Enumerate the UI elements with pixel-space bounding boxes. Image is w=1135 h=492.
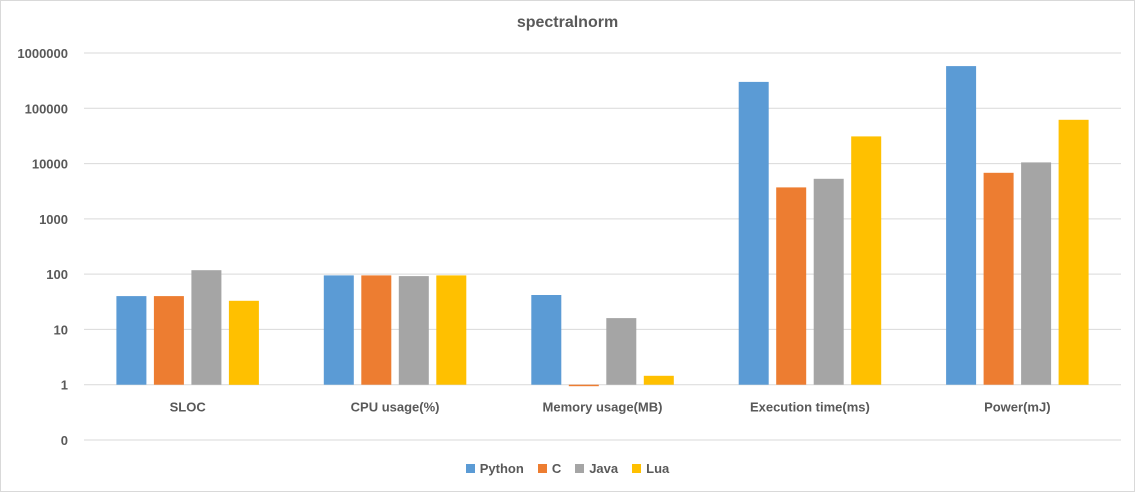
bar-java-1 bbox=[191, 270, 222, 385]
bar-python-3 bbox=[531, 295, 562, 385]
y-tick-label: 0 bbox=[61, 433, 68, 448]
y-tick-label: 1 bbox=[61, 378, 68, 393]
legend-swatch bbox=[632, 464, 642, 473]
bar-lua-1 bbox=[228, 300, 259, 385]
y-tick-label: 1000 bbox=[39, 212, 68, 227]
bar-java-5 bbox=[1021, 162, 1052, 385]
bar-lua-4 bbox=[851, 136, 882, 385]
category-label: Execution time(ms) bbox=[750, 400, 870, 415]
bar-c-3 bbox=[568, 384, 599, 387]
category-label: SLOC bbox=[170, 400, 207, 415]
legend-swatch bbox=[575, 464, 585, 473]
bar-java-4 bbox=[813, 178, 844, 385]
bar-python-4 bbox=[738, 81, 769, 385]
legend-item-python: Python bbox=[465, 461, 524, 476]
bar-lua-5 bbox=[1058, 119, 1089, 385]
bar-java-2 bbox=[398, 276, 429, 385]
bar-python-5 bbox=[946, 66, 977, 385]
bar-c-5 bbox=[983, 172, 1014, 385]
legend-label: Java bbox=[589, 461, 619, 476]
bar-c-1 bbox=[153, 296, 184, 385]
legend: Python C Java Lua bbox=[1, 461, 1134, 476]
y-tick-label: 100 bbox=[46, 267, 68, 282]
bar-python-1 bbox=[116, 296, 147, 385]
bar-lua-3 bbox=[643, 375, 674, 385]
legend-item-java: Java bbox=[575, 461, 618, 476]
bar-c-2 bbox=[361, 275, 392, 385]
legend-label: Python bbox=[479, 461, 524, 476]
bar-java-3 bbox=[606, 318, 637, 385]
y-tick-label: 10000 bbox=[32, 157, 68, 172]
category-label: CPU usage(%) bbox=[351, 400, 440, 415]
y-tick-label: 100000 bbox=[25, 101, 68, 116]
bar-c-4 bbox=[776, 187, 807, 385]
category-label: Memory usage(MB) bbox=[543, 400, 663, 415]
category-label: Power(mJ) bbox=[984, 400, 1050, 415]
legend-item-c: C bbox=[537, 461, 562, 476]
legend-label: Lua bbox=[646, 461, 670, 476]
chart-title: spectralnorm bbox=[516, 14, 619, 31]
legend-swatch bbox=[537, 464, 547, 473]
y-tick-label: 10 bbox=[54, 322, 68, 337]
legend-item-lua: Lua bbox=[632, 461, 669, 476]
legend-label: C bbox=[551, 461, 562, 476]
y-tick-label: 1000000 bbox=[17, 46, 68, 61]
bar-python-2 bbox=[323, 275, 354, 385]
legend-swatch bbox=[465, 464, 475, 473]
bar-lua-2 bbox=[436, 275, 467, 385]
